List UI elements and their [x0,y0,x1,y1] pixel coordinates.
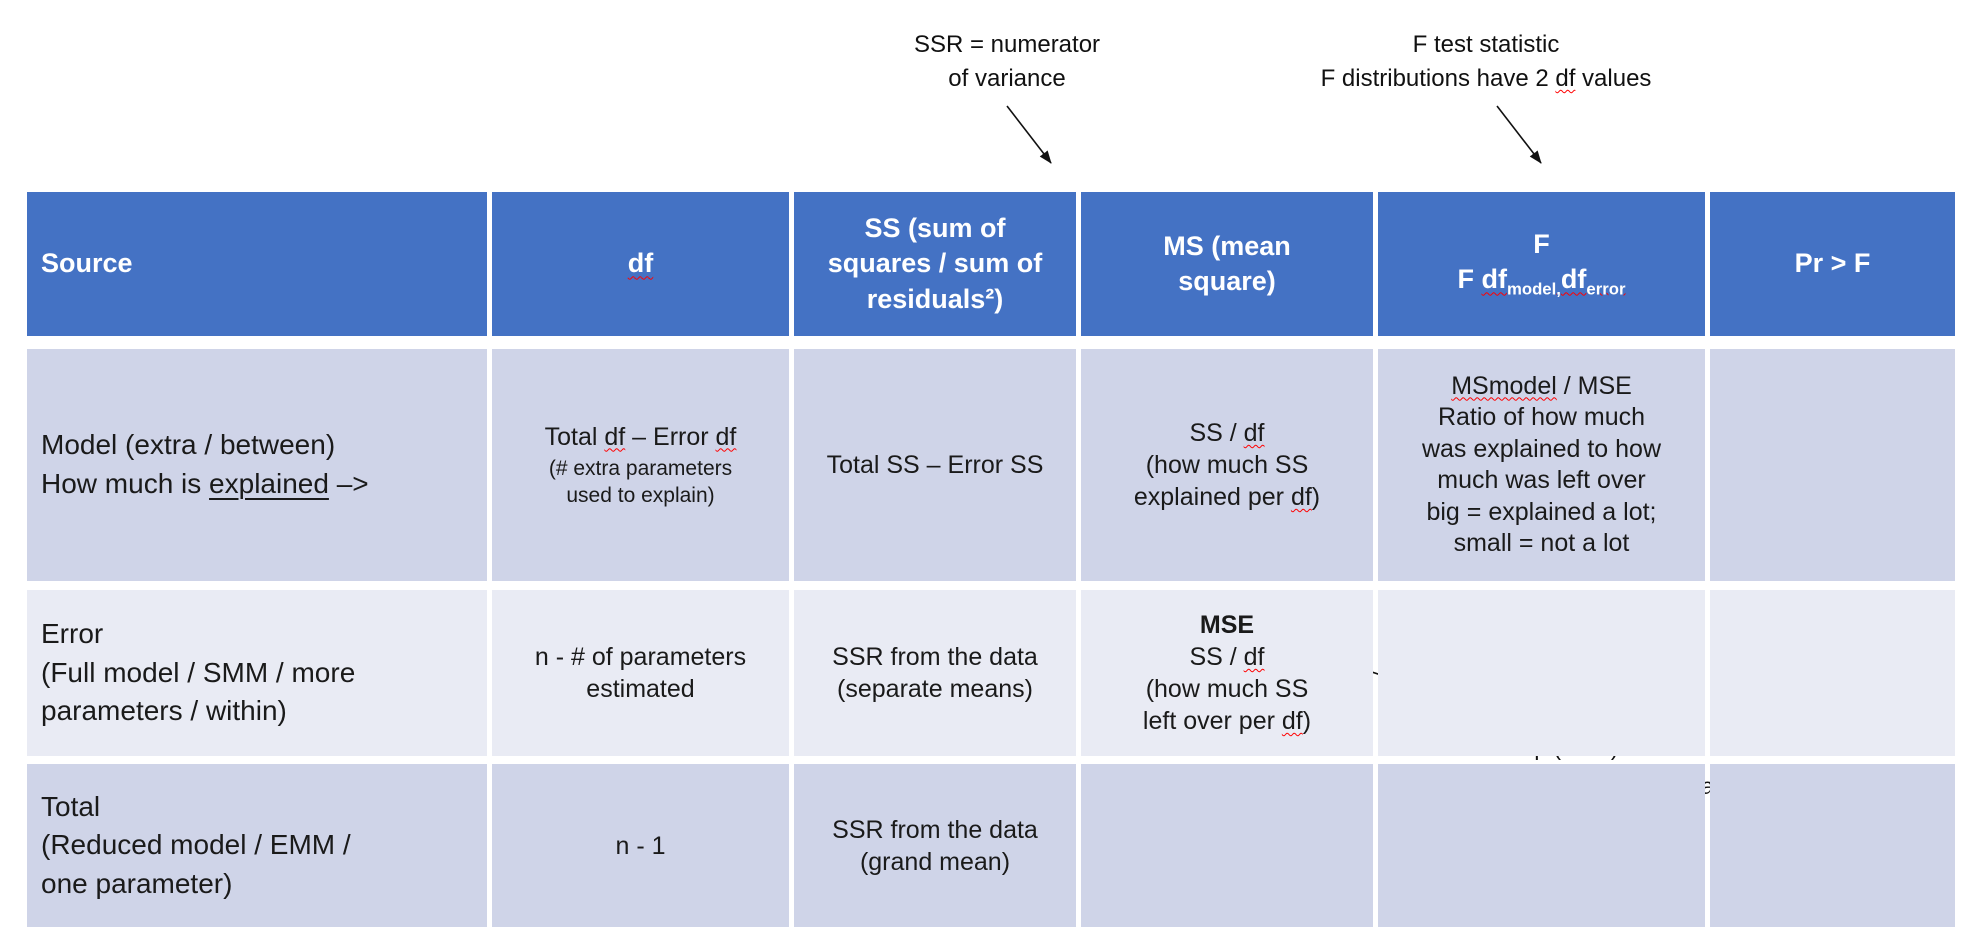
annotation-line: of variance [948,65,1066,92]
header-ms: MS (mean square) [1081,192,1373,336]
total-ms-cell [1081,764,1373,927]
annotation-line: F test statistic [1412,31,1560,58]
error-ms-cell: MSE SS / df (how much SS left over per d… [1081,590,1373,756]
error-source-cell: Error (Full model / SMM / more parameter… [27,590,487,756]
error-f-cell [1378,590,1705,756]
header-df: df [492,192,789,336]
underlined-word: explained [209,468,329,499]
total-ss-cell: SSR from the data (grand mean) [794,764,1076,927]
misspelled-word: dferror [1560,264,1626,300]
ftest-arrow [1496,105,1542,164]
model-source-cell: Model (extra / between) How much is expl… [27,349,487,581]
annotation-ssr-note: SSR = numerator of variance [914,28,1100,96]
misspelled-word: df [1555,65,1576,92]
misspelled-word: df [1243,643,1265,671]
header-pr-f: Pr > F [1710,192,1955,336]
misspelled-word: dfmodel, [1481,264,1561,300]
misspelled-word: df [1281,707,1303,735]
annotation-line: SSR = numerator [913,31,1101,58]
header-ss: SS (sum of squares / sum of residuals²) [794,192,1076,336]
model-ss-cell: Total SS – Error SS [794,349,1076,581]
table-row-total: Total (Reduced model / EMM / one paramet… [27,764,1955,927]
error-ss-cell: SSR from the data (separate means) [794,590,1076,756]
anova-table: Source df SS (sum of squares / sum of re… [27,192,1955,927]
table-header-row: Source df SS (sum of squares / sum of re… [27,192,1955,336]
model-pr-cell [1710,349,1955,581]
total-f-cell [1378,764,1705,927]
ssr-arrow [1006,105,1052,164]
misspelled-word: df [1290,483,1312,511]
header-f: F F dfmodel,dferror [1378,192,1705,336]
total-pr-cell [1710,764,1955,927]
misspelled-word: df [627,248,654,279]
total-source-cell: Total (Reduced model / EMM / one paramet… [27,764,487,927]
table-row-error: Error (Full model / SMM / more parameter… [27,590,1955,756]
total-df-cell: n - 1 [492,764,789,927]
header-source: Source [27,192,487,336]
model-ms-cell: SS / df (how much SS explained per df) [1081,349,1373,581]
model-df-cell: Total df – Error df (# extra parameters … [492,349,789,581]
error-pr-cell [1710,590,1955,756]
misspelled-word: df [1243,419,1265,447]
annotation-ftest-note: F test statistic F distributions have 2 … [1321,28,1652,96]
misspelled-word: MSmodel [1451,371,1557,400]
misspelled-word: df [715,422,737,451]
model-f-cell: MSmodel / MSE Ratio of how much was expl… [1378,349,1705,581]
table-row-model: Model (extra / between) How much is expl… [27,349,1955,581]
error-df-cell: n - # of parameters estimated [492,590,789,756]
annotation-line: F distributions have 2 df values [1320,65,1652,92]
misspelled-word: df [604,422,626,451]
